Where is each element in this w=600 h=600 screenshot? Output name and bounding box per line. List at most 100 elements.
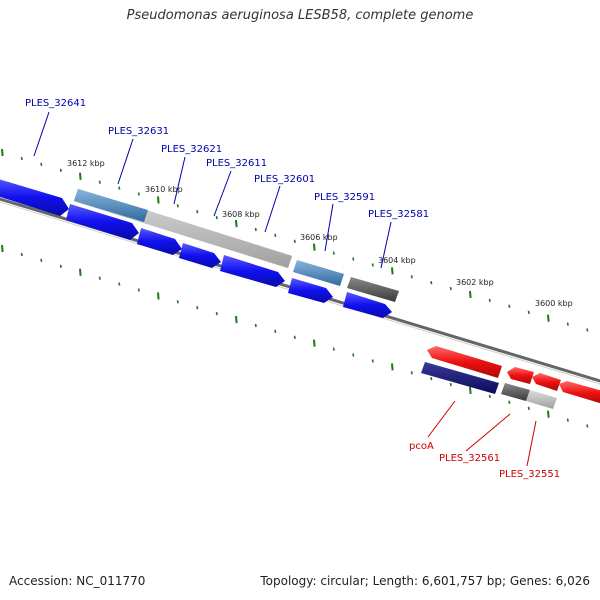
scale-tick (176, 300, 179, 304)
tick-label: 3602 kbp (456, 278, 494, 287)
tick-label: 3608 kbp (222, 210, 260, 219)
scale-tick (449, 382, 452, 387)
forward-cds-track (0, 178, 392, 318)
gene-label[interactable]: PLES_32581 (368, 209, 429, 220)
scale-tick (508, 304, 511, 308)
scale-tick (469, 290, 472, 299)
scale-tick (410, 275, 413, 279)
feature-block[interactable] (526, 390, 557, 409)
scale-tick (508, 400, 511, 404)
scale-tick (196, 210, 199, 214)
tick-label: 3600 kbp (535, 299, 573, 308)
gene-label[interactable]: PLES_32561 (439, 453, 500, 464)
cds-arrow[interactable] (0, 178, 69, 216)
scale-tick (527, 310, 530, 314)
scale-tick (98, 276, 101, 280)
scale-ticks-outer (1, 149, 589, 332)
scale-tick (215, 215, 218, 220)
scale-tick (235, 220, 238, 228)
scale-tick (118, 282, 121, 286)
scale-tick (527, 406, 530, 410)
scale-tick (547, 314, 550, 322)
tick-label: 3612 kbp (67, 159, 105, 168)
scale-ticks-inner (1, 245, 589, 428)
reverse-gene-labels: pcoA PLES_32561 PLES_32551 (409, 441, 560, 480)
gene-label[interactable]: PLES_32641 (25, 98, 86, 109)
scale-tick (586, 424, 589, 428)
scale-tick (40, 162, 43, 167)
reverse-cds-track (427, 346, 600, 405)
outer-feature-track (74, 189, 399, 302)
scale-tick (157, 292, 160, 300)
scale-tick (215, 311, 218, 316)
scale-tick (293, 239, 296, 243)
scale-tick (352, 257, 355, 261)
tick-label: 3610 kbp (145, 185, 183, 194)
cds-arrow[interactable] (220, 255, 285, 287)
scale-tick (332, 251, 335, 255)
cds-arrow[interactable] (343, 292, 392, 318)
tick-label: 3604 kbp (378, 256, 416, 265)
scale-tick (98, 180, 101, 184)
gene-label[interactable]: PLES_32601 (254, 174, 315, 185)
cds-arrow[interactable] (66, 204, 139, 240)
gene-label[interactable]: PLES_32591 (314, 192, 375, 203)
scale-tick (235, 316, 238, 324)
scale-tick (40, 258, 43, 263)
scale-tick (488, 298, 491, 303)
gene-label[interactable]: PLES_32631 (108, 126, 169, 137)
scale-tick (254, 323, 257, 328)
scale-tick (371, 359, 374, 363)
scale-tick (332, 347, 335, 351)
scale-tick (176, 204, 179, 208)
gene-label[interactable]: pcoA (409, 441, 434, 452)
topology-text: Topology: circular; Length: 6,601,757 bp… (260, 574, 590, 588)
forward-leader-lines (33, 111, 392, 269)
scale-tick (469, 386, 472, 395)
cds-arrow[interactable] (559, 381, 600, 405)
scale-tick (20, 252, 23, 257)
feature-block[interactable] (501, 383, 530, 401)
forward-gene-labels: PLES_32641 PLES_32631 PLES_32621 PLES_32… (25, 98, 429, 220)
scale-tick (59, 168, 62, 172)
tick-label: 3606 kbp (300, 233, 338, 242)
tick-labels: 3612 kbp 3610 kbp 3608 kbp 3606 kbp 3604… (67, 159, 573, 308)
scale-tick (59, 264, 62, 268)
cds-arrow[interactable] (507, 367, 534, 384)
scale-tick (488, 394, 491, 399)
scale-tick (79, 172, 82, 180)
cds-arrow[interactable] (532, 373, 561, 391)
cds-arrow[interactable] (288, 278, 333, 303)
scale-tick (566, 418, 569, 422)
cds-arrow[interactable] (427, 346, 502, 378)
feature-block[interactable] (293, 260, 344, 286)
scale-tick (293, 335, 296, 339)
gene-label[interactable]: PLES_32551 (499, 469, 560, 480)
gene-label[interactable]: PLES_32611 (206, 158, 267, 169)
scale-tick (1, 245, 4, 253)
scale-tick (137, 192, 140, 196)
cds-arrow[interactable] (179, 243, 221, 268)
scale-tick (430, 281, 433, 285)
scale-tick (1, 149, 4, 157)
scale-tick (449, 286, 452, 291)
scale-tick (79, 268, 82, 276)
scale-tick (547, 410, 550, 418)
scale-tick (391, 363, 394, 371)
gene-label[interactable]: PLES_32621 (161, 144, 222, 155)
reverse-leader-lines (427, 400, 537, 467)
scale-tick (313, 339, 316, 347)
inner-feature-track (421, 362, 557, 409)
scale-tick (352, 353, 355, 357)
scale-tick (137, 288, 140, 292)
feature-block[interactable] (74, 189, 148, 222)
scale-tick (586, 328, 589, 332)
scale-tick (566, 322, 569, 326)
scale-tick (196, 306, 199, 310)
cds-arrow[interactable] (137, 228, 182, 255)
scale-tick (430, 377, 433, 381)
feature-block[interactable] (421, 362, 499, 394)
scale-tick (313, 243, 316, 251)
feature-block[interactable] (347, 277, 399, 302)
scale-tick (118, 186, 121, 190)
